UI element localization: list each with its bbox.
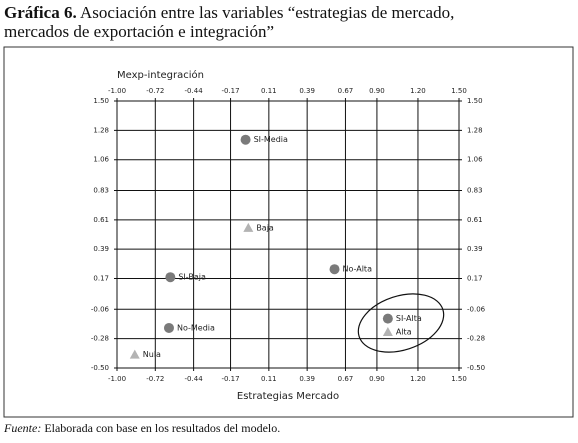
point [329,264,340,275]
x-tick-label: 0.90 [369,375,385,383]
x-tick-label: -0.72 [146,87,164,95]
y-tick-label: -0.50 [467,364,485,372]
y-tick-label: 0.61 [467,216,483,224]
title-line-2: mercados de exportación e integración” [4,22,274,41]
x-tick-label: 1.20 [410,375,426,383]
x-tick-label: 0.67 [338,375,354,383]
y-tick-label: 0.61 [93,216,109,224]
point [240,134,251,145]
y-tick-label: 0.83 [93,186,109,194]
point [163,322,174,333]
y-tick-label: -0.28 [467,335,485,343]
x-tick-label: 1.50 [451,87,467,95]
point [382,313,393,324]
x-tick-label: 0.90 [369,87,385,95]
y-axis-title: Mexp-integración [117,69,204,81]
x-tick-label: -0.72 [146,375,164,383]
source: Fuente: Elaborada con base en los result… [3,421,280,435]
point-label: Nula [143,350,161,359]
x-tick-label: -0.17 [221,87,239,95]
y-tick-label: -0.06 [467,305,486,313]
point-label: SI-Baja [178,273,206,282]
y-tick-label: 0.17 [467,275,483,283]
y-tick-label: 0.83 [467,186,483,194]
source-text: Elaborada con base en los resultados del… [44,421,280,435]
title-text: Asociación entre las variables “estrateg… [80,3,454,22]
x-tick-label: -0.17 [221,375,239,383]
x-tick-label: -0.44 [185,87,204,95]
title-label: Gráfica 6. [4,3,77,22]
y-tick-label: -0.06 [91,305,110,313]
y-tick-label: 1.06 [93,156,109,164]
y-tick-label: 1.50 [467,97,483,105]
x-tick-label: -1.00 [108,375,126,383]
point-label: SI-Alta [396,314,422,323]
point-label: Alta [396,327,412,336]
x-tick-label: 1.50 [451,375,467,383]
y-tick-label: 1.28 [467,126,483,134]
y-tick-label: 0.17 [93,275,109,283]
y-tick-label: -0.28 [91,335,109,343]
x-tick-label: 0.67 [338,87,354,95]
point [243,222,254,232]
y-tick-label: 0.39 [467,245,483,253]
y-tick-label: 1.06 [467,156,483,164]
x-tick-label: -1.00 [108,87,126,95]
x-tick-label: 0.11 [261,87,277,95]
point [129,349,140,359]
y-tick-label: 0.39 [93,245,109,253]
x-tick-label: -0.44 [185,375,204,383]
point [165,272,176,283]
y-tick-label: 1.50 [93,97,109,105]
x-tick-label: 1.20 [410,87,426,95]
x-tick-label: 0.39 [299,375,315,383]
point-label: No-Media [177,323,215,332]
y-tick-label: 1.28 [93,126,109,134]
source-label: Fuente: [3,421,41,435]
point-label: No-Alta [343,265,373,274]
x-tick-label: 0.11 [261,375,277,383]
title: Gráfica 6. Asociación entre las variable… [4,3,454,22]
point-label: Baja [256,223,274,232]
point-label: SI-Media [254,135,288,144]
point [382,326,393,336]
y-tick-label: -0.50 [91,364,109,372]
frame [3,46,574,418]
x-tick-label: 0.39 [299,87,315,95]
x-axis-title: Estrategias Mercado [237,391,339,402]
